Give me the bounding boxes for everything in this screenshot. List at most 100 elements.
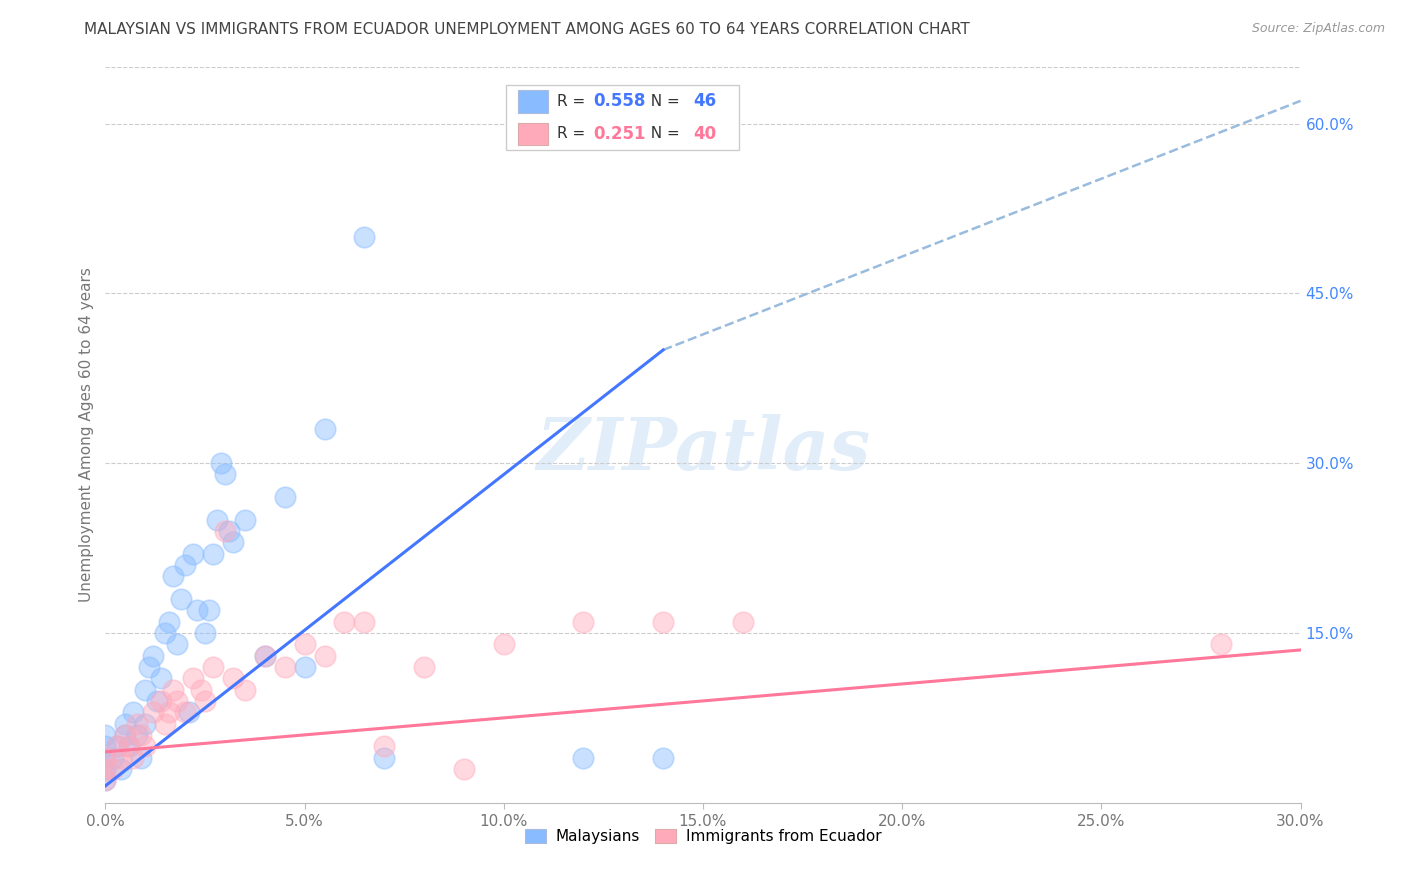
Point (205, 513, 228, 527)
Point (174, 705, 197, 719)
Point (181, 671, 204, 685)
Point (218, 524, 240, 538)
Point (652, 615, 675, 629)
Point (153, 716, 177, 731)
Text: Source: ZipAtlas.com: Source: ZipAtlas.com (1251, 22, 1385, 36)
Point (202, 660, 225, 674)
Point (157, 705, 180, 719)
Text: 0.558: 0.558 (593, 93, 645, 111)
Point (166, 694, 188, 708)
Point (214, 524, 236, 538)
Point (157, 615, 180, 629)
Point (194, 694, 217, 708)
Point (253, 648, 276, 663)
Point (118, 739, 141, 754)
Point (138, 660, 160, 674)
Point (222, 535, 245, 549)
Text: R =: R = (557, 127, 591, 141)
Point (129, 728, 153, 742)
Point (122, 705, 145, 719)
Point (142, 648, 165, 663)
Point (413, 660, 436, 674)
Point (273, 660, 295, 674)
Point (114, 716, 136, 731)
Point (94, 739, 117, 754)
Point (222, 671, 245, 685)
Point (122, 750, 145, 764)
Point (294, 637, 316, 651)
Point (314, 648, 336, 663)
Point (118, 739, 141, 754)
Point (162, 569, 184, 583)
Point (114, 728, 136, 742)
Point (127, 716, 149, 731)
Point (314, 422, 336, 436)
Text: 40: 40 (693, 125, 717, 143)
Point (190, 682, 212, 697)
Point (373, 750, 395, 764)
Text: R =: R = (557, 94, 591, 109)
Point (572, 750, 595, 764)
Point (110, 750, 132, 764)
Point (166, 637, 188, 651)
Point (294, 660, 316, 674)
Point (94, 773, 117, 788)
Point (202, 547, 225, 561)
Point (114, 728, 136, 742)
Point (177, 705, 201, 719)
FancyBboxPatch shape (517, 123, 548, 145)
Point (127, 728, 149, 742)
Point (198, 603, 221, 617)
Point (110, 762, 132, 776)
Point (150, 694, 173, 708)
Point (209, 456, 232, 470)
Point (103, 750, 125, 764)
Text: N =: N = (641, 94, 685, 109)
Point (170, 592, 193, 607)
Point (174, 558, 197, 572)
Point (146, 694, 169, 708)
Point (233, 513, 256, 527)
Point (94, 762, 117, 776)
Point (162, 682, 184, 697)
Point (373, 739, 395, 754)
Point (150, 671, 173, 685)
FancyBboxPatch shape (517, 90, 548, 112)
Point (572, 615, 595, 629)
Legend: Malaysians, Immigrants from Ecuador: Malaysians, Immigrants from Ecuador (519, 822, 887, 850)
Text: N =: N = (641, 127, 685, 141)
Point (94, 728, 117, 742)
Point (273, 490, 295, 504)
Text: MALAYSIAN VS IMMIGRANTS FROM ECUADOR UNEMPLOYMENT AMONG AGES 60 TO 64 YEARS CORR: MALAYSIAN VS IMMIGRANTS FROM ECUADOR UNE… (84, 22, 970, 37)
Point (103, 762, 125, 776)
Point (134, 682, 156, 697)
Point (731, 615, 754, 629)
Point (453, 762, 475, 776)
Point (107, 739, 129, 754)
Point (129, 750, 153, 764)
Y-axis label: Unemployment Among Ages 60 to 64 years: Unemployment Among Ages 60 to 64 years (79, 268, 94, 602)
Point (194, 626, 217, 640)
Point (353, 615, 375, 629)
Point (142, 705, 165, 719)
Point (153, 626, 177, 640)
Point (1209, 637, 1232, 651)
Point (181, 547, 204, 561)
Point (94, 750, 117, 764)
Point (353, 229, 375, 244)
Point (94, 773, 117, 788)
Point (652, 750, 675, 764)
Text: ZIPatlas: ZIPatlas (536, 414, 870, 485)
Text: 0.251: 0.251 (593, 125, 645, 143)
Point (134, 739, 156, 754)
Point (214, 467, 236, 482)
Point (94, 762, 117, 776)
Point (492, 637, 515, 651)
Point (107, 739, 129, 754)
Text: 46: 46 (693, 93, 717, 111)
Point (134, 716, 156, 731)
FancyBboxPatch shape (506, 86, 740, 150)
Point (233, 682, 256, 697)
Point (333, 615, 356, 629)
Point (186, 603, 208, 617)
